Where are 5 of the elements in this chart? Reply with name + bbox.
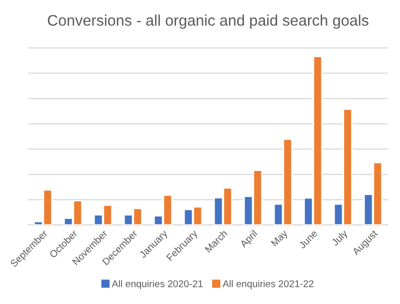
x-tick-label: July: [330, 229, 350, 248]
legend-label: All enquiries 2021-22: [222, 280, 314, 290]
chart-title: Conversions - all organic and paid search goals: [48, 14, 368, 29]
legend-label: All enquiries 2020-21: [112, 280, 203, 290]
x-tick-label: May: [270, 229, 290, 248]
